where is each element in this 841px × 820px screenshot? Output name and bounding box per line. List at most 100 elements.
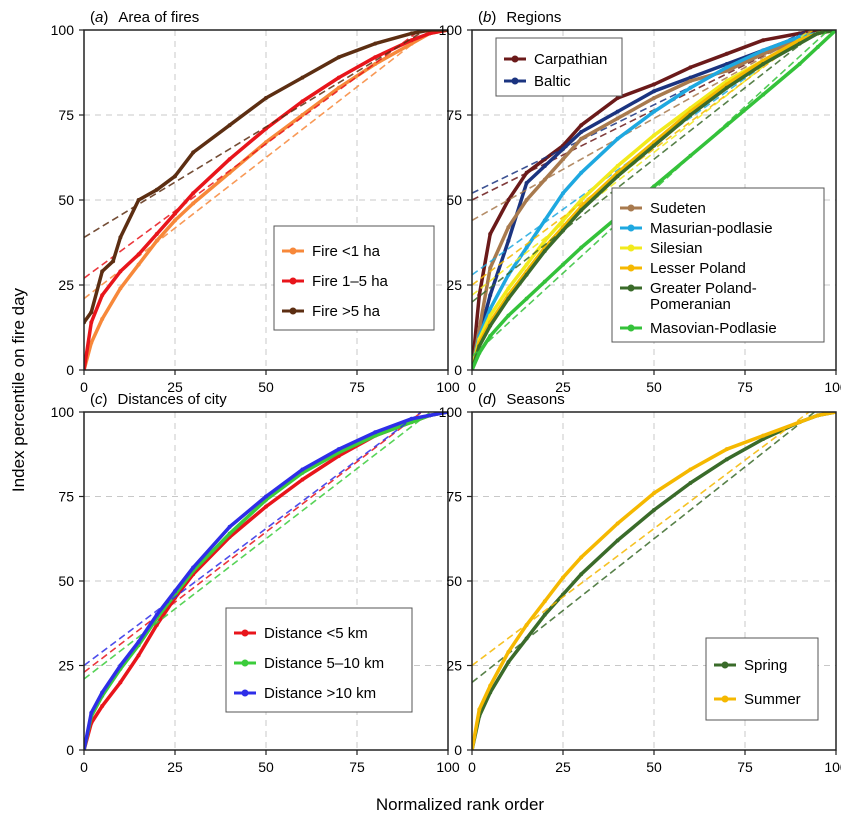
data-point <box>561 218 565 223</box>
fit-line <box>472 30 810 194</box>
legend-label: Sudeten <box>650 200 706 217</box>
data-point <box>300 75 305 80</box>
data-point <box>615 538 620 543</box>
data-point <box>579 123 584 128</box>
legend-label: Baltic <box>534 73 571 90</box>
series-line <box>472 30 836 370</box>
data-point <box>579 245 584 250</box>
legend-swatch-marker <box>511 77 519 85</box>
data-point <box>652 82 656 87</box>
data-point <box>797 62 802 66</box>
data-point <box>488 683 493 688</box>
data-point <box>173 174 177 179</box>
data-point <box>579 136 584 141</box>
x-tick-label: 25 <box>167 379 183 395</box>
data-point <box>100 293 105 298</box>
panel-letter: ( <box>90 9 95 26</box>
fit-line <box>84 412 423 667</box>
panel-letter-close: ) <box>491 391 496 408</box>
legend-swatch-marker <box>627 324 635 332</box>
data-point <box>579 198 584 202</box>
legend: Carpathian Baltic <box>495 37 623 97</box>
data-point <box>227 524 232 529</box>
y-tick-label: 25 <box>446 277 462 293</box>
legend-label-line: Fire 1–5 ha <box>312 273 389 290</box>
data-point <box>724 62 729 66</box>
legend-label-line: Distance 5–10 km <box>264 655 384 672</box>
legend-label-line: Lesser Poland <box>650 260 746 277</box>
data-point <box>118 663 123 668</box>
panel-title: (c) Distances of city <box>90 391 227 408</box>
legend-box <box>225 607 413 713</box>
legend-swatch-marker <box>241 689 249 697</box>
data-point <box>815 45 820 49</box>
legend-label: Lesser Poland <box>650 260 746 277</box>
plot-area <box>472 412 836 750</box>
fit-line <box>84 30 428 239</box>
data-point <box>761 38 766 43</box>
data-point <box>427 31 432 36</box>
data-point <box>524 272 529 277</box>
x-tick-label: 0 <box>80 379 88 395</box>
y-tick-label: 75 <box>58 107 74 123</box>
x-tick-label: 75 <box>737 759 753 775</box>
y-tick-label: 50 <box>446 192 462 208</box>
y-tick-label: 0 <box>66 362 74 378</box>
data-point <box>477 351 482 355</box>
data-point <box>300 99 305 104</box>
y-tick-label: 25 <box>446 658 462 674</box>
data-point <box>373 41 378 46</box>
data-point <box>761 51 766 56</box>
data-point <box>477 344 482 349</box>
panel-letter: ( <box>478 9 483 26</box>
data-point <box>154 187 159 192</box>
data-point <box>506 660 511 665</box>
data-point <box>227 157 232 162</box>
panel-title-text: Area of fires <box>118 9 199 26</box>
data-point <box>652 508 656 513</box>
data-point <box>688 75 693 80</box>
series-line <box>472 30 836 370</box>
data-point <box>579 555 584 560</box>
legend-box <box>273 225 435 331</box>
data-point <box>100 269 105 274</box>
y-tick-label: 0 <box>454 742 462 758</box>
legend-label: Distance >10 km <box>264 685 376 702</box>
data-point <box>579 572 584 577</box>
data-point <box>173 589 177 594</box>
data-point <box>488 232 493 236</box>
panel-letter: ( <box>478 391 483 408</box>
data-point <box>615 116 620 121</box>
x-tick-label: 25 <box>555 759 571 775</box>
data-point <box>154 232 159 236</box>
y-tick-label: 100 <box>439 22 463 38</box>
data-point <box>336 75 341 80</box>
legend-label-line: Masurian-podlasie <box>650 220 773 237</box>
data-point <box>561 262 565 267</box>
legend-swatch-marker <box>721 661 729 669</box>
data-point <box>100 317 105 321</box>
legend-label: Fire >5 ha <box>312 303 381 320</box>
y-tick-label: 50 <box>58 573 74 589</box>
legend-label: Summer <box>744 691 801 708</box>
data-point <box>688 85 693 90</box>
panel-b: 00 25 25 50 50 75 75 100 100 (b) Regions Carpathian… <box>439 9 841 395</box>
data-point <box>373 62 378 66</box>
data-point <box>688 79 693 83</box>
data-point <box>506 198 511 202</box>
data-point <box>615 521 620 526</box>
legend-label: Distance <5 km <box>264 625 368 642</box>
data-point <box>227 123 232 128</box>
data-point <box>652 491 656 496</box>
data-point <box>506 649 511 654</box>
legend-label: Spring <box>744 657 787 674</box>
series-line <box>84 30 448 370</box>
series-line <box>472 30 836 370</box>
legend-label-line: Carpathian <box>534 51 607 68</box>
data-point <box>579 130 584 134</box>
series-line <box>84 412 448 750</box>
y-tick-label: 100 <box>51 22 75 38</box>
panel-letter-italic: a <box>95 9 103 26</box>
data-point <box>688 65 693 70</box>
